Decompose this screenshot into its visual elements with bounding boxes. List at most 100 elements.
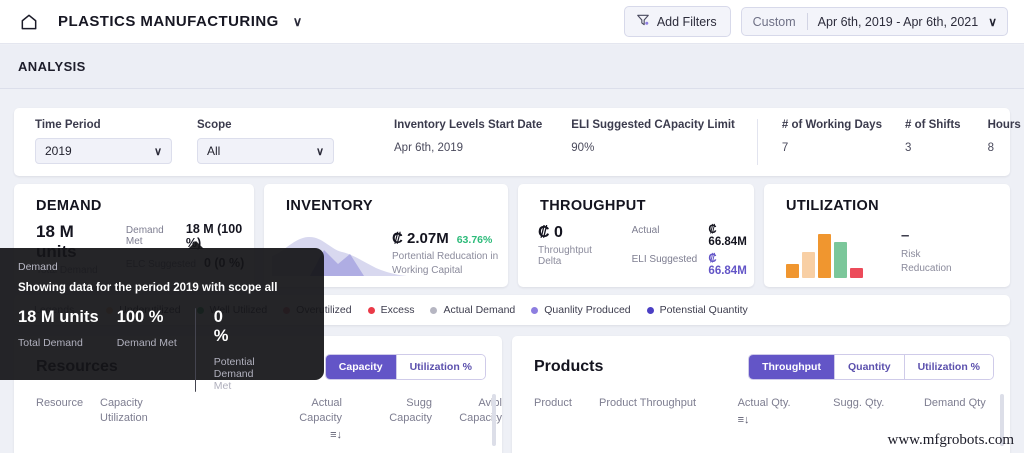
column-label-line: Capacity (459, 412, 502, 424)
home-icon[interactable] (18, 11, 40, 33)
funnel-icon (636, 13, 650, 30)
hours-per-shift-value: 8 (987, 142, 994, 154)
resources-table-header: Resource Capacity Utilization Actual Capacit… (14, 380, 502, 443)
products-column-header-2[interactable]: Actual Qty. ≡↓ (738, 396, 834, 428)
throughput-breakdown: Actual ₡ 66.84M ELI Suggested ₡ 66.84M (632, 224, 754, 282)
resources-column-header-0[interactable]: Resource (14, 396, 100, 443)
inventory-metrics: ₡ 2.07M 63.76% Portential Reducation in … (392, 216, 498, 278)
time-period-value: 2019 (45, 144, 72, 158)
products-tab-2[interactable]: Utilization % (904, 355, 993, 379)
scope-label: Scope (197, 119, 232, 131)
throughput-title: THROUGHPUT (540, 198, 646, 214)
column-label-line: Demand Qty (923, 397, 986, 409)
add-filters-label: Add Filters (656, 14, 717, 29)
legend-item-3[interactable]: Excess (367, 304, 415, 316)
chevron-down-icon: ∨ (988, 14, 997, 29)
products-title: Products (534, 358, 604, 375)
sort-icon[interactable]: ≡↓ (330, 429, 342, 441)
column-label-line: Resource (36, 397, 84, 409)
column-label-line: Capacity (100, 397, 143, 409)
filter-shifts: # of Shifts 3 (882, 119, 961, 154)
utilization-title: UTILIZATION (786, 198, 879, 214)
legend-item-label: Potenstial Quantity (659, 304, 748, 316)
legend-item-5[interactable]: Quanlity Produced (531, 304, 631, 316)
time-period-select[interactable]: 2019 ∨ (35, 138, 172, 164)
panel-products: Products Throughput Quantity Utilization %… (512, 336, 1010, 453)
legend-dot-icon (430, 306, 438, 314)
tooltip-stat-value: 18 M units (18, 308, 99, 326)
scope-value: All (207, 144, 221, 158)
filter-eli-capacity-limit: ELI Suggested CApacity Limit 90% (542, 119, 735, 154)
inventory-caption-line2: Working Capital (392, 265, 463, 276)
date-mode-label: Custom (752, 14, 796, 29)
filter-inventory-start-date: Inventory Levels Start Date Apr 6th, 201… (334, 119, 542, 154)
column-label-line: Actual (311, 397, 342, 409)
chevron-down-icon: ∨ (153, 145, 162, 158)
products-scrollbar[interactable] (1000, 394, 1004, 446)
products-tab-1[interactable]: Quantity (834, 355, 905, 379)
column-label-line: Product Throughput (599, 397, 697, 409)
tooltip-stat-0: 18 M units Total Demand (18, 308, 117, 349)
resources-tab-0[interactable]: Capacity (325, 355, 397, 379)
add-filters-button[interactable]: Add Filters (623, 6, 731, 37)
products-column-header-1[interactable]: Product Throughput (599, 396, 738, 428)
legend-item-4[interactable]: Actual Demand (430, 304, 515, 316)
legend-item-6[interactable]: Potenstial Quantity (646, 304, 748, 316)
resources-view-toggle[interactable]: Capacity Utilization % (324, 354, 486, 380)
shifts-label: # of Shifts (904, 119, 961, 131)
products-view-toggle[interactable]: Throughput Quantity Utilization % (748, 354, 994, 380)
products-column-header-0[interactable]: Product (512, 396, 599, 428)
tooltip-arrow-icon (188, 241, 204, 249)
demand-met-label: Demand Met (125, 225, 164, 247)
utilization-bar-chart-icon (786, 234, 863, 278)
utilization-body: – Risk Reducation (786, 220, 1010, 278)
hours-per-shift-label: Hours Per Shift (987, 119, 1024, 131)
resources-scrollbar[interactable] (492, 394, 496, 446)
throughput-delta-amount: 0 (554, 224, 563, 241)
resources-column-header-1[interactable]: Capacity Utilization (100, 396, 250, 443)
products-column-header-4[interactable]: Demand Qty (924, 396, 1010, 428)
products-tab-0[interactable]: Throughput (749, 355, 835, 379)
throughput-delta-caption: Throughtput Delta (538, 245, 592, 267)
watermark: www.mfgrobots.com (887, 432, 1014, 448)
legend-item-label: Excess (380, 304, 415, 316)
divider (806, 13, 808, 30)
chevron-down-icon[interactable]: ∨ (292, 13, 303, 29)
resources-column-header-3[interactable]: Sugg Capacity (342, 396, 432, 443)
inventory-value-row: ₡ 2.07M 63.76% (392, 230, 498, 247)
utilization-bar-3 (834, 242, 847, 278)
legend-item-label: Quanlity Produced (544, 304, 631, 316)
kpi-card-throughput[interactable]: THROUGHPUT ₡ 0 Throughtput Delta Actual … (518, 184, 754, 287)
utilization-bar-0 (786, 264, 799, 278)
inventory-amount: 2.07M (407, 230, 449, 247)
utilization-metrics: – Risk Reducation (901, 228, 952, 276)
resources-column-header-4[interactable]: Avlbl Capacity (432, 396, 502, 443)
date-range-picker[interactable]: Custom Apr 6th, 2019 - Apr 6th, 2021 ∨ (740, 7, 1008, 36)
working-days-label: # of Working Days (781, 119, 882, 131)
scope-select[interactable]: All ∨ (197, 138, 334, 164)
kpi-card-utilization[interactable]: UTILIZATION – Risk Reducation (764, 184, 1010, 287)
legend-dot-icon (646, 306, 654, 314)
sort-icon[interactable]: ≡↓ (737, 414, 750, 426)
tooltip-stat-2: 0 % Potential Demand Met (194, 308, 255, 392)
analysis-section-bar: ANALYSIS (0, 45, 1024, 89)
resources-column-header-2[interactable]: Actual Capacity ≡↓ (250, 396, 342, 443)
products-table-header: Product Product Throughput Actual Qty. ≡↓ Su… (512, 380, 1010, 428)
products-column-header-3[interactable]: Sugg. Qty. (833, 396, 924, 428)
throughput-eli-label: ELI Suggested (631, 254, 698, 265)
time-period-label: Time Period (35, 119, 101, 131)
resources-tab-1[interactable]: Utilization % (396, 355, 485, 379)
column-label-line: Actual Qty. (737, 397, 791, 409)
shifts-value: 3 (904, 142, 912, 154)
utilization-caption-line1: Risk (901, 249, 921, 260)
inventory-caption: Portential Reducation in Working Capital (392, 250, 498, 278)
utilization-bar-2 (818, 234, 831, 278)
tooltip-description: Showing data for the period 2019 with sc… (18, 282, 278, 294)
utilization-caption-line2: Reducation (901, 263, 952, 274)
filters-card: Time Period 2019 ∨ Scope All ∨ Inventory… (14, 108, 1024, 176)
column-label-line: Capacity (299, 412, 342, 424)
filter-hours-per-shift: Hours Per Shift 8 (961, 119, 1024, 154)
tooltip-stat-caption: Total Demand (18, 337, 83, 349)
throughput-row: Actual ₡ 66.84M (632, 224, 754, 248)
filter-scope: Scope All ∨ (172, 119, 334, 164)
